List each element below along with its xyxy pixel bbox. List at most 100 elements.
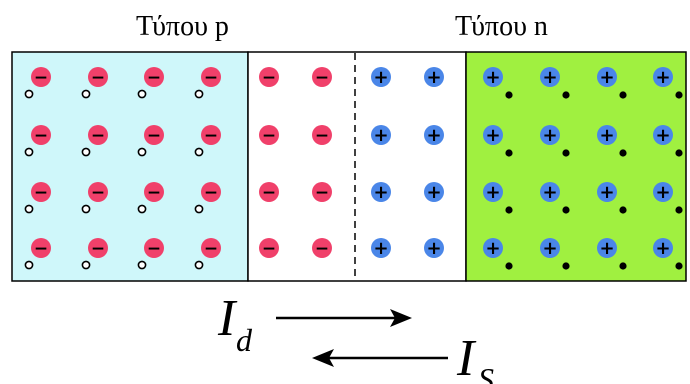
donor-ion: + [597,125,617,146]
negative-ion-sign: − [147,239,161,259]
hole [137,89,147,99]
donor-ion: + [371,67,391,88]
acceptor-ion: − [144,125,164,146]
donor-ion: + [371,238,391,259]
positive-ion-sign: + [599,238,614,259]
hole [24,89,34,99]
electron [505,91,513,99]
donor-ion: + [371,182,391,203]
electron [562,149,570,157]
negative-ion-sign: − [147,126,161,146]
acceptor-ion: − [312,182,332,203]
donor-ion: + [424,238,444,259]
positive-ion-sign: + [373,125,388,146]
negative-ion-sign: − [34,68,48,88]
acceptor-ion: − [312,125,332,146]
acceptor-ion: − [144,238,164,259]
positive-ion-sign: + [373,238,388,259]
electron [562,91,570,99]
hole [194,89,204,99]
negative-ion-sign: − [147,68,161,88]
negative-ion-sign: − [315,183,329,203]
negative-ion-sign: − [91,183,105,203]
hole [24,147,34,157]
negative-ion-sign: − [315,239,329,259]
donor-ion: + [540,182,560,203]
acceptor-ion: − [201,238,221,259]
acceptor-ion: − [31,67,51,88]
diffusion-arrow-head [312,349,334,367]
positive-ion-sign: + [542,238,557,259]
hole [81,260,91,270]
donor-ion: + [653,125,673,146]
p-type-label: Τύπου p [136,11,229,42]
hole [137,147,147,157]
negative-ion-sign: − [204,183,218,203]
electron [562,206,570,214]
positive-ion-sign: + [485,182,500,203]
positive-ion-sign: + [485,125,500,146]
negative-ion-sign: − [315,68,329,88]
positive-ion-sign: + [599,67,614,88]
electron [562,262,570,270]
negative-ion-sign: − [34,126,48,146]
donor-ion: + [540,238,560,259]
negative-ion-sign: − [315,126,329,146]
hole [194,147,204,157]
electron [675,262,683,270]
electron [505,149,513,157]
negative-ion-sign: − [91,126,105,146]
acceptor-ion: − [88,182,108,203]
donor-ion: + [424,67,444,88]
negative-ion-sign: − [204,126,218,146]
electron [505,206,513,214]
donor-ion: + [653,182,673,203]
diffusion-current: I S [312,330,494,384]
donor-ion: + [597,238,617,259]
electron [619,262,627,270]
acceptor-ion: − [144,67,164,88]
acceptor-ion: − [259,238,279,259]
hole [81,204,91,214]
positive-ion-sign: + [542,182,557,203]
electron [619,91,627,99]
positive-ion-sign: + [655,67,670,88]
electron [505,262,513,270]
electron [675,206,683,214]
positive-ion-sign: + [655,182,670,203]
acceptor-ion: − [31,238,51,259]
donor-ion: + [424,182,444,203]
positive-ion-sign: + [542,125,557,146]
acceptor-ion: − [88,67,108,88]
hole [81,147,91,157]
donor-ion: + [653,67,673,88]
positive-ion-sign: + [485,238,500,259]
acceptor-ion: − [259,125,279,146]
positive-ion-sign: + [599,125,614,146]
negative-ion-sign: − [262,239,276,259]
acceptor-ion: − [259,67,279,88]
negative-ion-sign: − [262,183,276,203]
positive-ion-sign: + [599,182,614,203]
donor-ion: + [483,182,503,203]
drift-current: I d [217,290,412,358]
electron [675,91,683,99]
drift-current-symbol: I [217,290,238,347]
hole [137,260,147,270]
n-region [465,51,687,282]
acceptor-ion: − [88,125,108,146]
acceptor-ion: − [144,182,164,203]
hole [194,260,204,270]
donor-ion: + [653,238,673,259]
charge-lattice: − − − − − − + + + + + + − − − − − − + + + + + + − − − − − − + + + + + + − − − −… [24,67,683,270]
donor-ion: + [483,238,503,259]
positive-ion-sign: + [485,67,500,88]
negative-ion-sign: − [262,68,276,88]
hole [194,204,204,214]
electron [619,206,627,214]
hole [24,204,34,214]
negative-ion-sign: − [34,183,48,203]
negative-ion-sign: − [147,183,161,203]
electron [675,149,683,157]
